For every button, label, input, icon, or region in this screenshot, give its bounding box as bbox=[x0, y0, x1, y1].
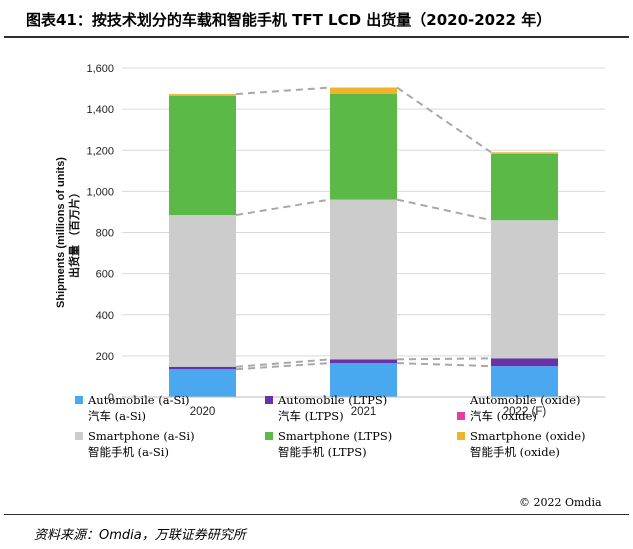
bar-segment-auto_ltps bbox=[491, 358, 558, 367]
connector-line bbox=[235, 362, 331, 371]
bar-segment-sp_ltps bbox=[169, 95, 236, 216]
connector-line bbox=[396, 357, 492, 361]
y-tick-label: 1,200 bbox=[86, 145, 114, 157]
y-tick-label: 800 bbox=[96, 228, 114, 240]
bar-segment-auto_ltps bbox=[330, 359, 397, 364]
connector-line bbox=[235, 86, 331, 96]
bar-segment-auto_asi bbox=[169, 369, 236, 397]
x-category-label: 2020 bbox=[190, 406, 216, 418]
bar-segment-sp_asi bbox=[169, 215, 236, 367]
y-tick-label: 400 bbox=[96, 310, 114, 322]
connector-line bbox=[396, 362, 492, 368]
connector-line bbox=[235, 198, 331, 217]
bar-segment-sp_oxide bbox=[330, 87, 397, 94]
y-tick-label: 600 bbox=[96, 269, 114, 281]
bar-segment-auto_asi bbox=[491, 366, 558, 397]
bar-segment-sp_asi bbox=[491, 220, 558, 359]
figure-footer: 资料来源：Omdia，万联证券研究所 bbox=[4, 514, 629, 545]
connector-line bbox=[396, 86, 492, 154]
figure-title: 图表41：按技术划分的车载和智能手机 TFT LCD 出货量（2020-2022… bbox=[26, 11, 552, 29]
y-tick-label: 1,000 bbox=[86, 186, 114, 198]
x-category-label: 2022 (F) bbox=[503, 406, 547, 418]
bar-segment-sp_ltps bbox=[491, 153, 558, 221]
source-note: 资料来源：Omdia，万联证券研究所 bbox=[34, 528, 246, 543]
y-axis-title: Shipments (millions of units) bbox=[55, 157, 67, 308]
bar-segment-auto_asi bbox=[330, 363, 397, 397]
connector-line bbox=[396, 198, 492, 222]
stacked-bar-chart: 0 200 400 600 800 1,000 1,200 1,400 1,600 Shipmen… bbox=[55, 63, 605, 418]
bar-segment-sp_asi bbox=[330, 199, 397, 360]
bar-segment-auto_ltps bbox=[169, 366, 236, 370]
y-axis-title-cn: 出货量 （百万片） bbox=[67, 187, 81, 278]
copyright-note: © 2022 Omdia bbox=[519, 496, 602, 509]
bar-segment-sp_ltps bbox=[330, 93, 397, 200]
connector-line bbox=[235, 358, 331, 368]
figure-header: 图表41：按技术划分的车载和智能手机 TFT LCD 出货量（2020-2022… bbox=[4, 0, 629, 38]
x-category-label: 2021 bbox=[351, 406, 377, 418]
y-tick-label: 200 bbox=[96, 351, 114, 363]
y-tick-label: 1,600 bbox=[86, 63, 114, 75]
y-tick-label: 1,400 bbox=[86, 104, 114, 116]
bar-segment-sp_oxide bbox=[491, 152, 558, 154]
bar-segment-sp_oxide bbox=[169, 94, 236, 96]
y-tick-label: 0 bbox=[108, 392, 114, 404]
